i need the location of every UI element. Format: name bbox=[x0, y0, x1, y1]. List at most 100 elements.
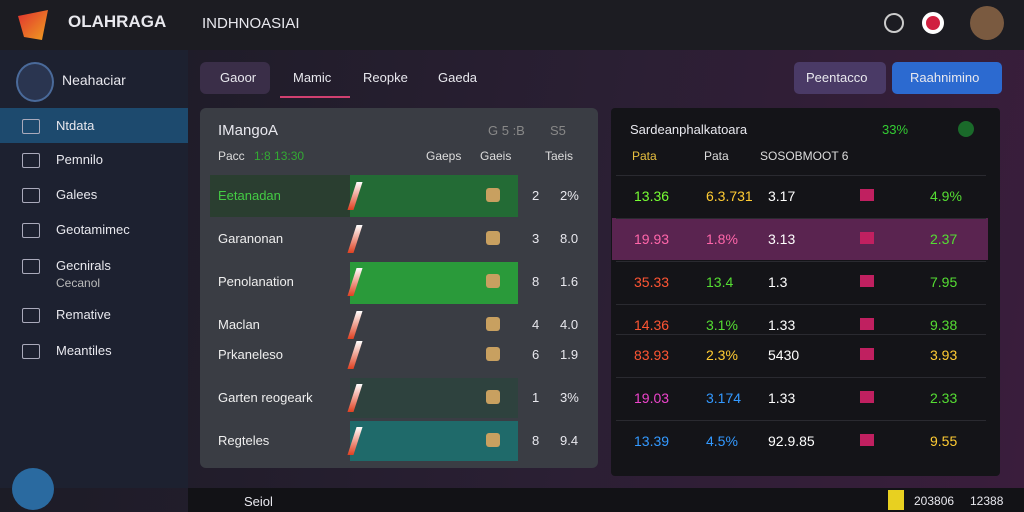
row-divider bbox=[616, 261, 986, 262]
cell: 1.33 bbox=[768, 317, 796, 333]
cell: 14.36 bbox=[634, 317, 670, 333]
column-header: 1:8 13:30 bbox=[254, 149, 305, 163]
nav-icon bbox=[22, 308, 40, 323]
avatar[interactable] bbox=[970, 6, 1004, 40]
nav-item[interactable]: Ntdata bbox=[56, 118, 95, 133]
cell: 3.13 bbox=[768, 231, 796, 247]
cell: 1.33 bbox=[768, 390, 796, 406]
team-icon bbox=[486, 188, 500, 202]
stat: 1 bbox=[532, 390, 540, 405]
stat: 3 bbox=[532, 231, 540, 246]
row-divider bbox=[616, 218, 986, 219]
panel-meta: S5 bbox=[550, 123, 566, 138]
cell: 1.3 bbox=[768, 274, 788, 290]
team-name: Penolanation bbox=[218, 274, 294, 289]
stat: 1.9 bbox=[560, 347, 579, 362]
nav-item[interactable]: Remative bbox=[56, 307, 111, 322]
nav-item[interactable]: Galees bbox=[56, 187, 98, 202]
tab[interactable]: Gaeda bbox=[438, 70, 478, 85]
profile-badge bbox=[16, 62, 54, 102]
button[interactable] bbox=[892, 62, 1002, 94]
cell: 2.3% bbox=[706, 347, 738, 363]
cell: 6.3.731 bbox=[706, 188, 753, 204]
status-icon bbox=[860, 348, 874, 360]
team-icon bbox=[486, 274, 500, 288]
cell: 13.39 bbox=[634, 433, 670, 449]
stat: 6 bbox=[532, 347, 540, 362]
status-icon bbox=[860, 189, 874, 201]
cell: 13.4 bbox=[706, 274, 734, 290]
profile-name: Neahaciar bbox=[62, 72, 126, 88]
cell: 1.8% bbox=[706, 231, 738, 247]
cell: 19.93 bbox=[634, 231, 670, 247]
team-icon bbox=[486, 347, 500, 361]
stat: 3% bbox=[560, 390, 579, 405]
tab-bg bbox=[200, 62, 270, 94]
notification-icon[interactable] bbox=[922, 12, 944, 34]
cell: 4.5% bbox=[706, 433, 738, 449]
row-divider bbox=[616, 377, 986, 378]
panel-title: Sardeanphalkatoara bbox=[630, 122, 748, 137]
tagline: INDHNOASIAI bbox=[202, 15, 300, 32]
stat: 9.4 bbox=[560, 433, 579, 448]
column-header: Gaeps bbox=[426, 149, 462, 163]
status-icon bbox=[860, 318, 874, 330]
footer-icon bbox=[888, 490, 904, 510]
team-name: Garten reogeark bbox=[218, 390, 313, 405]
cell: 4.9% bbox=[930, 188, 962, 204]
stat: 8 bbox=[532, 433, 540, 448]
row-divider bbox=[616, 175, 986, 176]
row-divider bbox=[616, 334, 986, 335]
nav-item[interactable]: Cecanol bbox=[56, 276, 101, 290]
top-bar bbox=[0, 0, 1024, 50]
nav-item[interactable]: Gecnirals bbox=[56, 258, 111, 273]
cell: 3.17 bbox=[768, 188, 796, 204]
settings-icon[interactable] bbox=[884, 13, 904, 33]
footer-code: 203806 bbox=[914, 494, 955, 508]
column-header: Pata bbox=[632, 149, 657, 163]
footer-time: 12388 bbox=[970, 494, 1004, 508]
cell: 35.33 bbox=[634, 274, 670, 290]
button-label[interactable]: Raahnimino bbox=[910, 70, 980, 85]
nav-icon bbox=[22, 119, 40, 134]
tab-underline bbox=[280, 96, 350, 98]
nav-icon bbox=[22, 223, 40, 238]
cell: 5430 bbox=[768, 347, 800, 363]
column-header: Taeis bbox=[545, 149, 574, 163]
button[interactable] bbox=[794, 62, 886, 94]
stat: 8.0 bbox=[560, 231, 579, 246]
status-icon bbox=[860, 232, 874, 244]
brand: OLAHRAGA bbox=[68, 12, 167, 31]
active-nav bbox=[0, 108, 188, 143]
row-highlight bbox=[612, 218, 988, 260]
cell: 7.95 bbox=[930, 274, 958, 290]
tab[interactable]: Reopke bbox=[363, 70, 408, 85]
cell: 3.93 bbox=[930, 347, 958, 363]
fab[interactable] bbox=[12, 468, 54, 510]
tab[interactable]: Mamic bbox=[293, 70, 332, 85]
nav-item[interactable]: Meantiles bbox=[56, 343, 112, 358]
nav-icon bbox=[22, 188, 40, 203]
row-divider bbox=[616, 304, 986, 305]
nav-item[interactable]: Geotamimec bbox=[56, 222, 130, 237]
column-header: SOSOBMOOT 6 bbox=[760, 149, 849, 163]
team-icon bbox=[486, 390, 500, 404]
column-header: Pata bbox=[704, 149, 729, 163]
panel-meta: G 5 :B bbox=[488, 123, 525, 138]
cell: 13.36 bbox=[634, 188, 670, 204]
row-highlight bbox=[210, 175, 350, 217]
stat: 1.6 bbox=[560, 274, 579, 289]
stat: 2% bbox=[560, 188, 579, 203]
cell: 2.37 bbox=[930, 231, 958, 247]
cell: 2.33 bbox=[930, 390, 958, 406]
button-label[interactable]: Peentacco bbox=[806, 70, 868, 85]
team-name: Eetanadan bbox=[218, 188, 281, 203]
cell: 3.174 bbox=[706, 390, 742, 406]
tab[interactable]: Gaoor bbox=[220, 70, 257, 85]
stat: 8 bbox=[532, 274, 540, 289]
status-icon bbox=[860, 391, 874, 403]
nav-icon bbox=[22, 259, 40, 274]
nav-item[interactable]: Pemnilo bbox=[56, 152, 103, 167]
team-icon bbox=[486, 317, 500, 331]
